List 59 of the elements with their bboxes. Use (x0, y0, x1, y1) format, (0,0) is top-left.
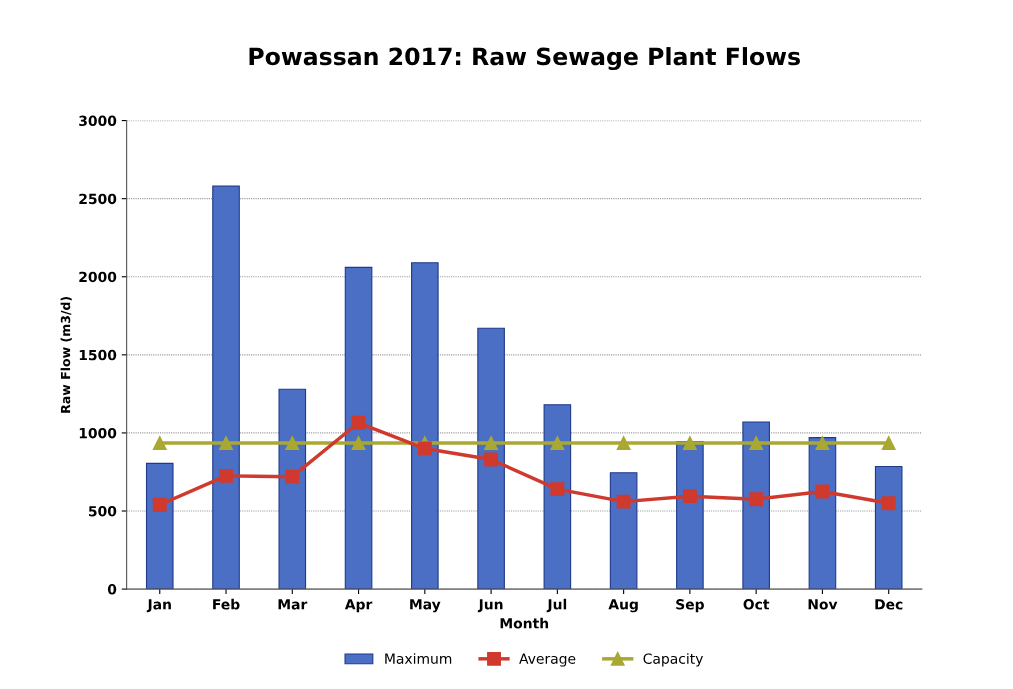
bar (344, 266, 373, 590)
legend-label: Average (519, 653, 576, 667)
point (351, 436, 366, 451)
x-tick-label: May (410, 599, 441, 613)
point (219, 436, 233, 451)
y-tick-label: 2000 (79, 271, 117, 283)
x-tick-label: Aug (608, 599, 638, 613)
point (749, 436, 764, 451)
y-tick-label: 3000 (79, 115, 117, 127)
y-tick-label: 0 (107, 584, 117, 595)
point (285, 469, 300, 484)
point (616, 436, 631, 451)
point (219, 468, 233, 483)
bar (609, 472, 638, 590)
legend-label: Maximum (385, 653, 452, 664)
y-tick-label: 500 (88, 505, 117, 517)
bar (145, 462, 174, 590)
x-tick-label: Dec (875, 599, 903, 610)
point (417, 441, 432, 456)
x-tick-label: Mar (278, 599, 308, 610)
x-tick-label: Jan (146, 599, 171, 613)
point (682, 436, 697, 451)
x-axis-title: Month (500, 617, 549, 629)
x-tick-label: Apr (344, 599, 373, 613)
bar (543, 404, 572, 590)
legend-label: Capacity (643, 653, 704, 667)
x-tick-label: Nov (808, 599, 838, 610)
point (749, 492, 764, 507)
point (484, 436, 499, 451)
point (616, 494, 631, 509)
y-tick-label: 2500 (79, 193, 117, 205)
point (550, 482, 565, 497)
x-tick-label: Jun (477, 599, 503, 613)
bar (874, 465, 903, 590)
bar (742, 421, 770, 590)
chart-title: Powassan 2017: Raw Sewage Plant Flows (249, 47, 800, 71)
point (815, 436, 830, 451)
point (881, 436, 896, 451)
point (815, 484, 830, 499)
bar (477, 327, 505, 590)
point (881, 496, 896, 511)
bar (212, 185, 240, 590)
x-tick-label: Jul (546, 598, 567, 613)
point (682, 489, 697, 504)
x-tick-label: Sep (676, 599, 704, 613)
y-tick-label: 1500 (79, 349, 117, 361)
point (152, 436, 167, 451)
point (285, 436, 300, 451)
point (550, 436, 565, 451)
point (351, 415, 366, 430)
bar (278, 388, 307, 590)
point (152, 497, 167, 512)
x-tick-label: Oct (743, 599, 770, 610)
bar (808, 437, 837, 590)
y-axis-title: Raw Flow (m3/d) (60, 296, 72, 413)
y-tick-label: 1000 (79, 427, 117, 439)
bar (411, 262, 439, 590)
point (484, 452, 499, 467)
x-tick-label: Feb (213, 598, 240, 610)
